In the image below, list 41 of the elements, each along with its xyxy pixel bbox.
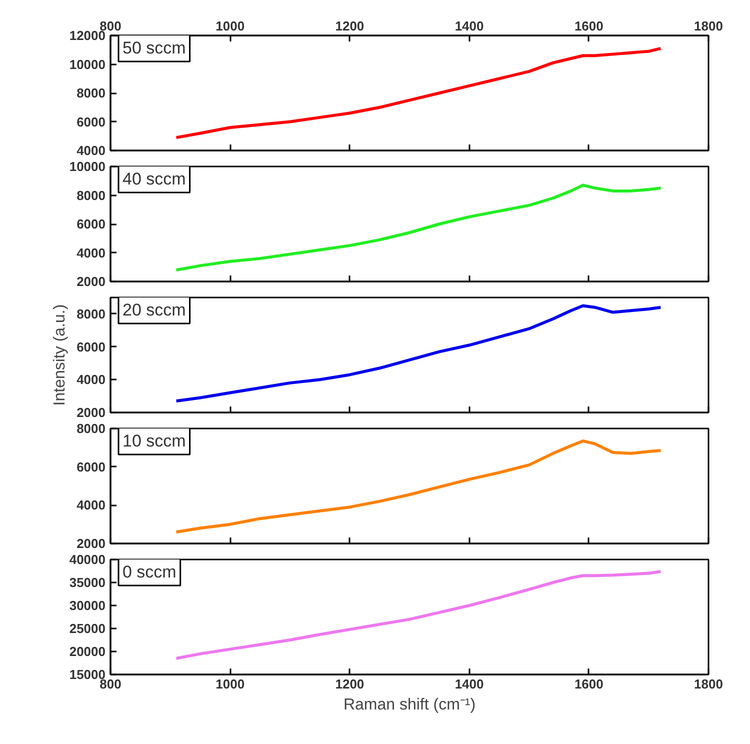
y-tick-label: 8000 <box>76 421 106 436</box>
y-tick-label: 4000 <box>76 245 106 260</box>
y-tick-label: 25000 <box>69 621 106 636</box>
text: 40 sccm <box>122 170 186 188</box>
y-tick-label: 4000 <box>76 143 106 158</box>
x-tick-label: 1800 <box>694 676 723 692</box>
y-tick-label: 4000 <box>76 372 106 388</box>
x-tick-label: 1600 <box>574 18 604 34</box>
y-tick-label: 2000 <box>76 274 106 289</box>
text: 50 sccm <box>122 38 186 58</box>
y-tick-label: 20000 <box>69 644 106 659</box>
y-tick-label: 40000 <box>69 552 106 567</box>
y-tick-label: 6000 <box>76 114 106 130</box>
x-tick-label: 1200 <box>335 18 364 34</box>
y-tick-label: 35000 <box>69 575 106 590</box>
x-axis-title: Raman shift (cm⁻¹) <box>343 696 476 714</box>
line-series <box>174 184 662 272</box>
x-tick-label: 1400 <box>454 18 484 34</box>
y-tick-label: 2000 <box>76 405 106 420</box>
x-tick-label: 1800 <box>694 18 723 34</box>
x-tick-label: 1000 <box>216 18 245 34</box>
y-tick-label: 6000 <box>76 339 106 354</box>
y-tick-label: 6000 <box>76 216 106 232</box>
y-tick-label: 8000 <box>76 306 106 322</box>
text: 0 sccm <box>122 562 176 582</box>
text: 20 sccm <box>122 300 186 320</box>
y-tick-label: 10000 <box>69 159 106 174</box>
y-axis-title: Intensity (a.u.) <box>52 304 69 406</box>
y-tick-label: 8000 <box>76 188 106 203</box>
y-tick-label: 10000 <box>69 56 106 72</box>
line-series <box>174 570 662 660</box>
x-tick-label: 1400 <box>454 676 484 692</box>
y-tick-label: 4000 <box>76 498 106 513</box>
y-tick-label: 2000 <box>76 536 106 551</box>
text: 10 sccm <box>122 432 186 450</box>
x-tick-label: 1600 <box>574 676 604 692</box>
y-tick-label: 30000 <box>69 598 106 613</box>
y-tick-label: 8000 <box>76 86 106 100</box>
y-tick-label: 6000 <box>76 459 106 474</box>
x-tick-label: 1000 <box>216 676 245 692</box>
x-tick-label: 1200 <box>335 676 364 692</box>
